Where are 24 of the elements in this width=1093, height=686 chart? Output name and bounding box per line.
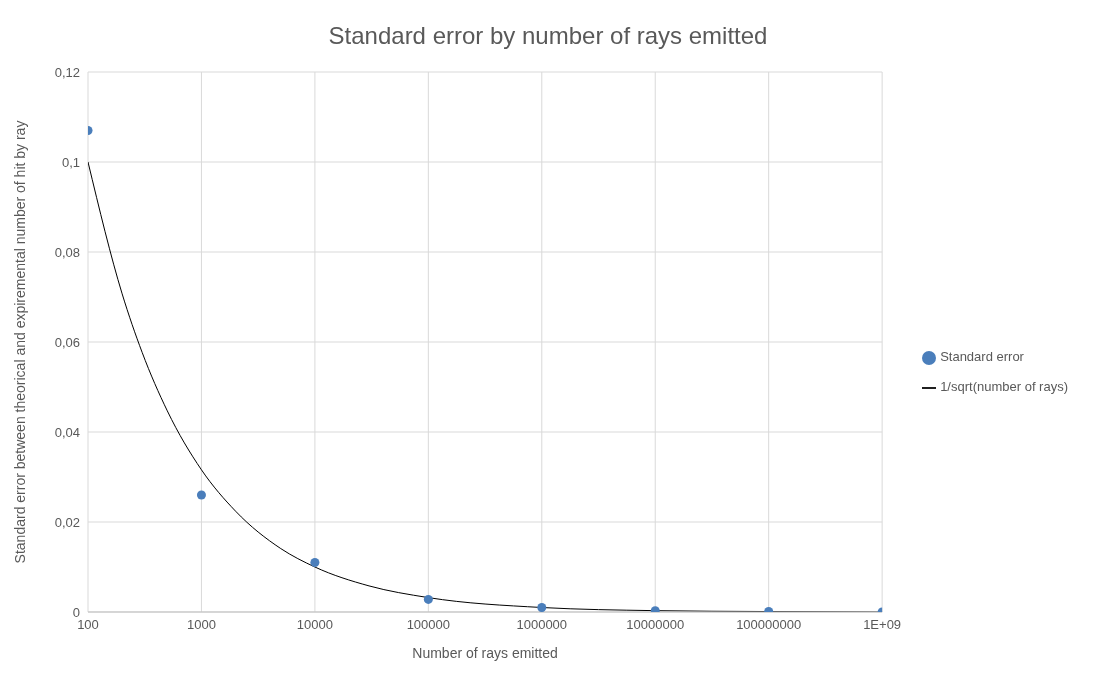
- x-tick-label: 1000: [186, 617, 216, 633]
- point: [196, 490, 206, 500]
- x-tick-label: 100000000: [736, 617, 802, 633]
- x-tick-label: 10000: [296, 617, 333, 633]
- chart-title: Standard error by number of rays emitted: [327, 21, 769, 51]
- legend-label: 1/sqrt(number of rays): [940, 379, 1068, 394]
- x-tick-label: 100: [77, 617, 99, 633]
- y-tick-label: 0: [72, 604, 80, 620]
- y-tick-label: 0,1: [61, 154, 80, 170]
- point: [423, 594, 433, 604]
- x-tick-label: 10000000: [626, 617, 685, 633]
- x-tick-label: 1000000: [516, 617, 568, 633]
- x-axis-title: Number of rays emitted: [412, 645, 558, 661]
- x-tick-label: 1E+09: [863, 617, 902, 633]
- y-tick-label: 0,04: [54, 424, 80, 440]
- x-tick-label: 100000: [406, 617, 451, 633]
- y-tick-label: 0,06: [54, 334, 80, 350]
- y-axis-title: Standard error between theorical and expiremental number of hit by ray: [11, 120, 28, 564]
- y-tick-label: 0,12: [54, 64, 80, 80]
- point: [537, 602, 547, 612]
- y-tick-label: 0,02: [54, 514, 80, 530]
- legend-label: Standard error: [940, 349, 1024, 364]
- point: [310, 557, 320, 568]
- y-tick-label: 0,08: [54, 244, 80, 260]
